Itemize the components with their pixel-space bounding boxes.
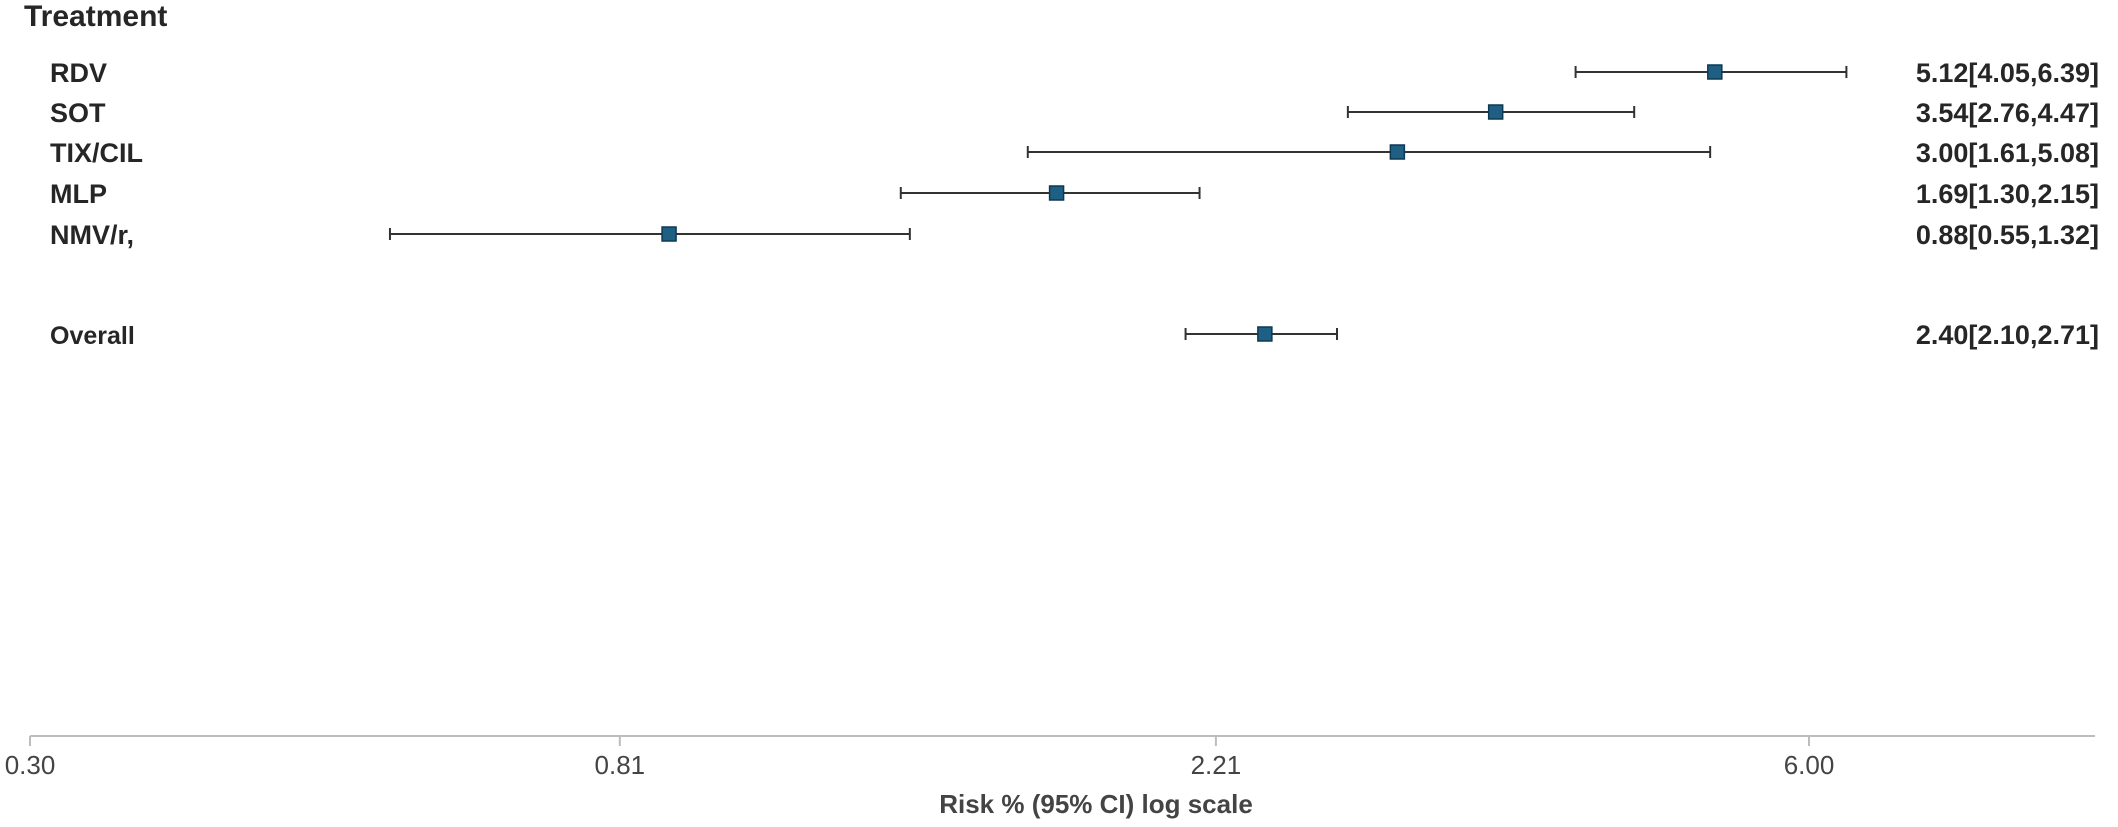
row-label: Overall xyxy=(50,322,135,350)
estimate-label: 5.12[4.05,6.39] xyxy=(1916,58,2099,88)
point-estimate xyxy=(1707,64,1723,80)
x-axis: 0.30 0.81 2.21 6.00 xyxy=(5,735,2095,780)
x-tick-label: 0.30 xyxy=(5,750,56,780)
point-estimate xyxy=(1487,104,1504,120)
study-row: NMV/r, 0.88[0.55,1.32] xyxy=(50,220,2099,250)
x-tick-label: 6.00 xyxy=(1784,750,1835,780)
study-row: TIX/CIL 3.00[1.61,5.08] xyxy=(50,138,2099,168)
study-row: SOT 3.54[2.76,4.47] xyxy=(50,98,2099,128)
point-estimate xyxy=(1048,185,1065,201)
study-rows: RDV 5.12[4.05,6.39] SOT 3.54[2.76,4.47] TIX/… xyxy=(50,58,2099,350)
overall-row: Overall 2.40[2.10,2.71] xyxy=(50,320,2099,350)
estimate-label: 3.00[1.61,5.08] xyxy=(1916,138,2099,168)
row-label: RDV xyxy=(50,58,107,88)
x-axis-label: Risk % (95% CI) log scale xyxy=(939,789,1253,819)
row-label: NMV/r, xyxy=(50,220,134,250)
estimate-label: 3.54[2.76,4.47] xyxy=(1916,98,2099,128)
estimate-label: 2.40[2.10,2.71] xyxy=(1916,320,2099,350)
study-row: RDV 5.12[4.05,6.39] xyxy=(50,58,2099,88)
study-row: MLP 1.69[1.30,2.15] xyxy=(50,179,2099,209)
chart-title: Treatment xyxy=(24,0,167,33)
row-label: MLP xyxy=(50,179,107,209)
point-estimate xyxy=(1389,144,1406,160)
row-label: SOT xyxy=(50,98,106,128)
point-estimate xyxy=(1257,326,1273,342)
estimate-label: 1.69[1.30,2.15] xyxy=(1916,179,2099,209)
x-tick-label: 2.21 xyxy=(1191,750,1242,780)
point-estimate xyxy=(661,226,677,242)
estimate-label: 0.88[0.55,1.32] xyxy=(1916,220,2099,250)
row-label: TIX/CIL xyxy=(50,138,143,168)
x-tick-label: 0.81 xyxy=(595,750,646,780)
